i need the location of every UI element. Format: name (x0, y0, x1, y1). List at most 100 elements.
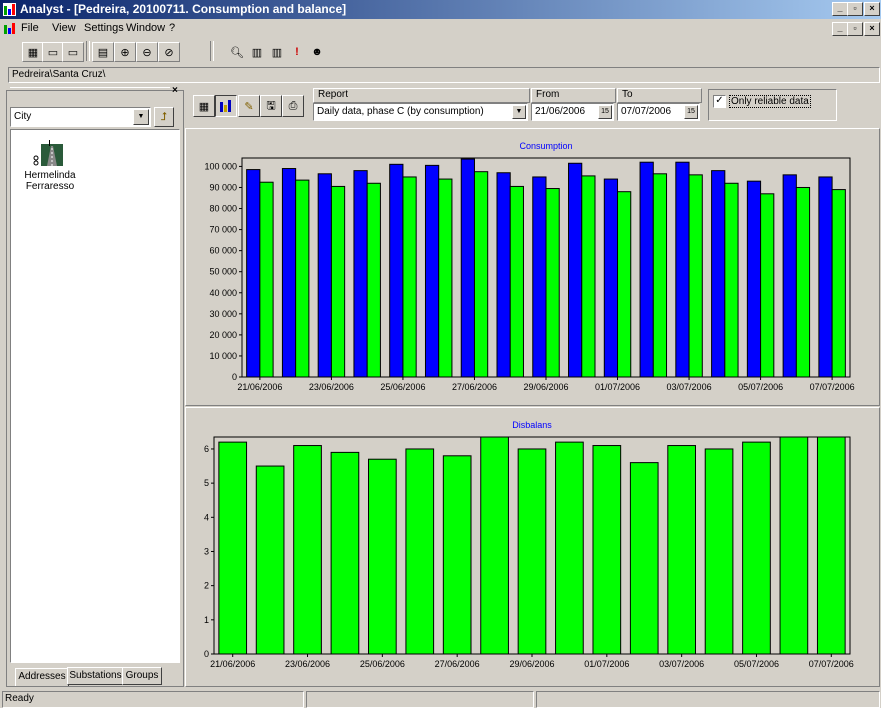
chevron-down-icon[interactable]: ▼ (512, 105, 526, 119)
search-icon[interactable]: 🔍︎ (226, 42, 248, 62)
tab-substations[interactable]: Substations (67, 667, 124, 685)
bar (667, 445, 696, 655)
zoom-in-icon[interactable]: ⊕ (114, 42, 136, 62)
address-icon[interactable] (33, 138, 67, 166)
grid-alt-icon[interactable]: ▥ (266, 42, 288, 62)
close-button[interactable]: × (864, 2, 880, 16)
menu-help[interactable]: ? (169, 22, 176, 34)
bar (592, 445, 622, 655)
user-icon[interactable]: ☻ (306, 42, 328, 62)
mdi-close-button[interactable]: × (864, 22, 880, 36)
bar-chart-icon (220, 100, 231, 112)
bar (473, 171, 489, 378)
bar (555, 441, 584, 655)
mdi-restore-button[interactable]: ▫ (847, 22, 863, 36)
tab-groups[interactable]: Groups (122, 667, 162, 685)
printer-icon: ⎙ (288, 99, 298, 112)
address-line-2: Ferraresso (25, 181, 75, 192)
bar (218, 441, 248, 655)
calendar-icon[interactable]: ▦ (22, 42, 44, 62)
to-header: To (617, 88, 702, 103)
x-tick-label: 25/06/2006 (360, 659, 405, 669)
to-date-value: 07/07/2006 (621, 106, 672, 117)
y-tick-label: 6 (204, 444, 209, 454)
chevron-down-icon[interactable]: ▼ (133, 109, 149, 125)
pencil-icon: ✎ (244, 100, 254, 113)
address-label[interactable]: Hermelinda Ferraresso (15, 170, 85, 192)
print-button[interactable]: ⎙ (282, 95, 304, 117)
document-icon[interactable]: ▤ (92, 42, 114, 62)
save-button[interactable]: 🖫︎ (260, 95, 282, 117)
zoom-reset-icon[interactable]: ⊘ (158, 42, 180, 62)
address-line-1: Hermelinda (24, 170, 76, 181)
bar (724, 182, 739, 378)
from-date-value: 21/06/2006 (535, 106, 586, 117)
address-type-select[interactable]: City ▼ (10, 107, 151, 127)
bar (581, 175, 596, 378)
bar (353, 170, 368, 378)
bar (389, 163, 404, 378)
folder-up-button[interactable]: ⮥ (154, 107, 174, 127)
x-tick-label: 25/06/2006 (380, 382, 425, 392)
mdi-minimize-button[interactable]: _ (832, 22, 848, 36)
chart-title: Disbalans (512, 420, 552, 430)
zoom-out-icon[interactable]: ⊖ (136, 42, 158, 62)
bar (568, 162, 583, 378)
report-header: Report (313, 88, 530, 103)
menu-bar: File View Settings Window ? _ ▫ × (0, 19, 881, 37)
bar (317, 173, 332, 378)
panel-icon[interactable]: ▭ (42, 42, 64, 62)
pane-close-icon[interactable]: × (172, 85, 178, 96)
bar (746, 180, 762, 378)
tab-addresses[interactable]: Addresses (15, 668, 69, 686)
x-tick-label: 07/07/2006 (809, 659, 854, 669)
bar (442, 455, 472, 655)
toolbar-separator (86, 41, 90, 61)
address-list[interactable]: Hermelinda Ferraresso (10, 129, 180, 663)
app-icon[interactable] (3, 3, 16, 16)
report-select[interactable]: Daily data, phase C (by consumption) ▼ (313, 103, 528, 121)
menu-settings[interactable]: Settings (84, 22, 124, 34)
x-tick-label: 01/07/2006 (584, 659, 629, 669)
x-tick-label: 07/07/2006 (810, 382, 855, 392)
table-view-button[interactable]: ▦ (193, 95, 215, 117)
reliable-checkbox[interactable]: ✓ (713, 95, 726, 108)
grid-icon[interactable]: ▥ (246, 42, 268, 62)
maximize-button[interactable]: ▫ (847, 2, 863, 16)
status-cell: Ready (2, 691, 304, 708)
from-date-field[interactable]: 21/06/2006 15 (531, 103, 614, 121)
menu-file[interactable]: File (21, 22, 39, 34)
mdi-child-icon[interactable] (3, 22, 16, 35)
chart-view-button[interactable] (215, 95, 237, 117)
floppy-disk-icon: 🖫︎ (266, 99, 276, 112)
panel-alt-icon[interactable]: ▭ (62, 42, 84, 62)
y-tick-label: 80 000 (209, 204, 237, 214)
to-date-field[interactable]: 07/07/2006 15 (617, 103, 700, 121)
bar (617, 191, 632, 378)
title-bar: Analyst - [Pedreira, 20100711. Consumpti… (0, 0, 881, 19)
y-tick-label: 50 000 (209, 267, 237, 277)
pane-grip[interactable] (10, 87, 170, 91)
alert-icon[interactable]: ! (286, 42, 308, 62)
bar (460, 158, 475, 378)
disbalans-chart-panel: Disbalans 0 1 2 3 4 5 6 21/06/2006 23/06/2006 25/0… (185, 407, 880, 687)
reliable-label[interactable]: Only reliable data (729, 95, 811, 108)
x-tick-label: 23/06/2006 (285, 659, 330, 669)
breadcrumb-text: Pedreira\Santa Cruz\ (12, 69, 106, 80)
calendar-icon[interactable]: 15 (684, 105, 698, 119)
bar (795, 186, 811, 378)
bar (246, 169, 261, 378)
bar (639, 161, 654, 378)
bar (831, 189, 846, 378)
menu-window[interactable]: Window (126, 22, 166, 34)
edit-button[interactable]: ✎ (238, 95, 260, 117)
menu-view[interactable]: View (52, 22, 76, 34)
x-tick-label: 21/06/2006 (210, 659, 255, 669)
bar (496, 172, 511, 378)
bar (281, 168, 297, 378)
consumption-chart: Consumption 0 10 000 20 000 30 000 40 000 50 0… (204, 141, 855, 392)
address-type-value: City (14, 111, 32, 122)
bar (545, 188, 560, 378)
calendar-icon[interactable]: 15 (598, 105, 612, 119)
minimize-button[interactable]: _ (832, 2, 848, 16)
